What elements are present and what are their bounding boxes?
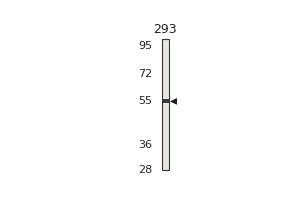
Bar — [162, 39, 169, 170]
Text: 72: 72 — [138, 69, 153, 79]
Text: 293: 293 — [154, 23, 177, 36]
Text: 28: 28 — [138, 165, 153, 175]
Text: 95: 95 — [139, 41, 153, 51]
Text: 55: 55 — [139, 96, 153, 106]
Bar — [162, 99, 169, 103]
Text: 36: 36 — [139, 140, 153, 150]
Polygon shape — [170, 98, 177, 105]
Bar — [162, 39, 169, 170]
